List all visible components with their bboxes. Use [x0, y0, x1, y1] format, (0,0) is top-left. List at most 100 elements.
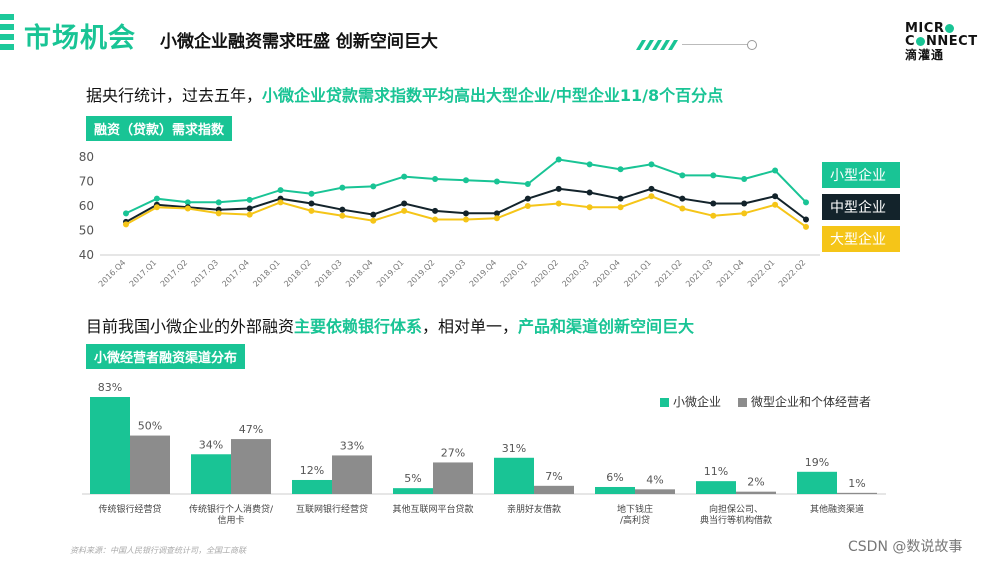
bar-value-label: 11%	[704, 465, 728, 478]
header-stripes-icon	[0, 14, 14, 58]
data-point-s1	[246, 205, 253, 212]
section2-headline-highlight2: 产品和渠道创新空间巨大	[518, 317, 695, 336]
page-title: 市场机会	[24, 23, 136, 54]
data-point-s2	[710, 212, 717, 219]
bar-1	[332, 455, 372, 494]
bar-value-label: 12%	[300, 464, 324, 477]
x-tick-label: 2021.Q1	[622, 258, 653, 289]
section1-headline: 据央行统计，过去五年，小微企业贷款需求指数平均高出大型企业/中型企业11/8个百…	[86, 82, 723, 106]
data-point-s0	[308, 190, 315, 197]
data-point-s2	[493, 215, 500, 222]
bar-value-label: 1%	[848, 477, 865, 490]
x-tick-label: 2019.Q4	[468, 258, 499, 289]
section2-headline-highlight1: 主要依赖银行体系	[294, 317, 423, 336]
data-point-s0	[555, 156, 562, 163]
series-label-medium: 中型企业	[822, 194, 900, 220]
data-point-s1	[524, 195, 531, 202]
data-point-s2	[524, 203, 531, 209]
y-tick-label: 40	[79, 248, 94, 262]
data-point-s2	[432, 216, 439, 223]
data-point-s0	[586, 161, 593, 168]
data-point-s2	[648, 193, 655, 200]
data-point-s2	[463, 216, 469, 223]
x-tick-label: 2016.Q4	[97, 258, 128, 289]
data-point-s0	[648, 161, 655, 168]
data-point-s2	[123, 221, 129, 228]
data-point-s1	[772, 193, 779, 200]
data-point-s0	[772, 167, 779, 174]
data-point-s2	[153, 204, 160, 211]
section2-headline-mid: ，相对单一，	[422, 317, 519, 336]
bar-value-label: 27%	[441, 446, 465, 459]
data-point-s1	[741, 200, 748, 207]
series-label-small: 小型企业	[822, 162, 900, 188]
legend-micro-individual: 微型企业和个体经营者	[738, 393, 871, 410]
x-tick-label: 2022.Q2	[777, 258, 808, 289]
brand-logo: MICR C NNECT 滴灌通	[905, 22, 978, 62]
data-point-s1	[493, 210, 500, 217]
page-subtitle: 小微企业融资需求旺盛 创新空间巨大	[160, 32, 438, 52]
x-tick-label: 2018.Q1	[251, 258, 282, 289]
legend-small-micro: 小微企业	[660, 393, 721, 410]
bar-0	[494, 457, 534, 494]
header-divider-dot-icon	[747, 40, 757, 50]
logo-text-line2a: C	[905, 34, 916, 49]
data-point-s1	[463, 210, 469, 217]
legend-swatch-green	[660, 398, 669, 407]
data-point-s0	[803, 199, 809, 206]
logo-dot-icon	[916, 37, 926, 46]
data-point-s2	[679, 205, 686, 212]
line-chart-tag: 融资（贷款）需求指数	[86, 116, 233, 141]
y-tick-label: 80	[79, 150, 94, 164]
bar-category-label: 其他融资渠道	[810, 503, 864, 515]
data-point-s2	[339, 212, 346, 219]
logo-text-line1: MICR	[905, 21, 945, 36]
legend-label-small-micro: 小微企业	[673, 395, 722, 409]
data-point-s0	[710, 172, 717, 179]
bar-0	[292, 479, 332, 494]
data-point-s2	[184, 205, 191, 212]
bar-0	[696, 481, 736, 494]
bar-value-label: 31%	[502, 442, 526, 455]
data-point-s2	[741, 210, 748, 217]
x-tick-label: 2019.Q2	[406, 258, 437, 289]
data-point-s2	[308, 207, 315, 214]
data-point-s0	[339, 184, 346, 191]
x-tick-label: 2017.Q2	[159, 258, 190, 289]
logo-text-cn: 滴灌通	[905, 48, 945, 62]
bar-category-label: 地下钱庄	[617, 503, 653, 515]
data-point-s0	[246, 196, 253, 203]
data-point-s0	[277, 187, 284, 194]
logo-text-line2b: NNECT	[926, 34, 978, 49]
bar-value-label: 34%	[199, 438, 223, 451]
bar-value-label: 33%	[340, 439, 364, 452]
data-point-s2	[803, 223, 809, 230]
slash-decoration-icon	[636, 40, 678, 50]
data-point-s0	[153, 195, 160, 202]
x-tick-label: 2020.Q4	[591, 258, 622, 289]
bar-value-label: 19%	[805, 456, 829, 469]
data-point-s1	[370, 211, 377, 218]
data-point-s0	[123, 210, 129, 217]
x-tick-label: 2021.Q3	[684, 258, 715, 289]
data-point-s0	[524, 180, 531, 187]
data-point-s1	[679, 195, 686, 202]
bar-category-label: 传统银行经营贷	[98, 503, 161, 515]
x-tick-label: 2020.Q3	[560, 258, 591, 289]
bar-chart-tag: 小微经营者融资渠道分布	[86, 344, 246, 369]
data-point-s1	[339, 206, 346, 213]
data-point-s2	[772, 201, 779, 208]
data-point-s1	[401, 200, 408, 207]
data-point-s0	[463, 177, 469, 184]
data-point-s1	[648, 185, 655, 192]
bar-category-label: 互联网银行经营贷	[296, 503, 368, 515]
bar-1	[736, 491, 776, 494]
data-point-s2	[617, 204, 624, 211]
bar-chart: 83% 50% 传统银行经营贷 34% 47% 传统银行个人消费贷/信用卡 12% 33% 互联…	[82, 381, 886, 526]
section1-headline-prefix: 据央行统计，过去五年，	[86, 86, 263, 105]
x-tick-label: 2019.Q3	[437, 258, 468, 289]
x-tick-label: 2021.Q2	[653, 258, 684, 289]
bar-value-label: 50%	[138, 420, 162, 433]
data-point-s2	[277, 199, 284, 206]
